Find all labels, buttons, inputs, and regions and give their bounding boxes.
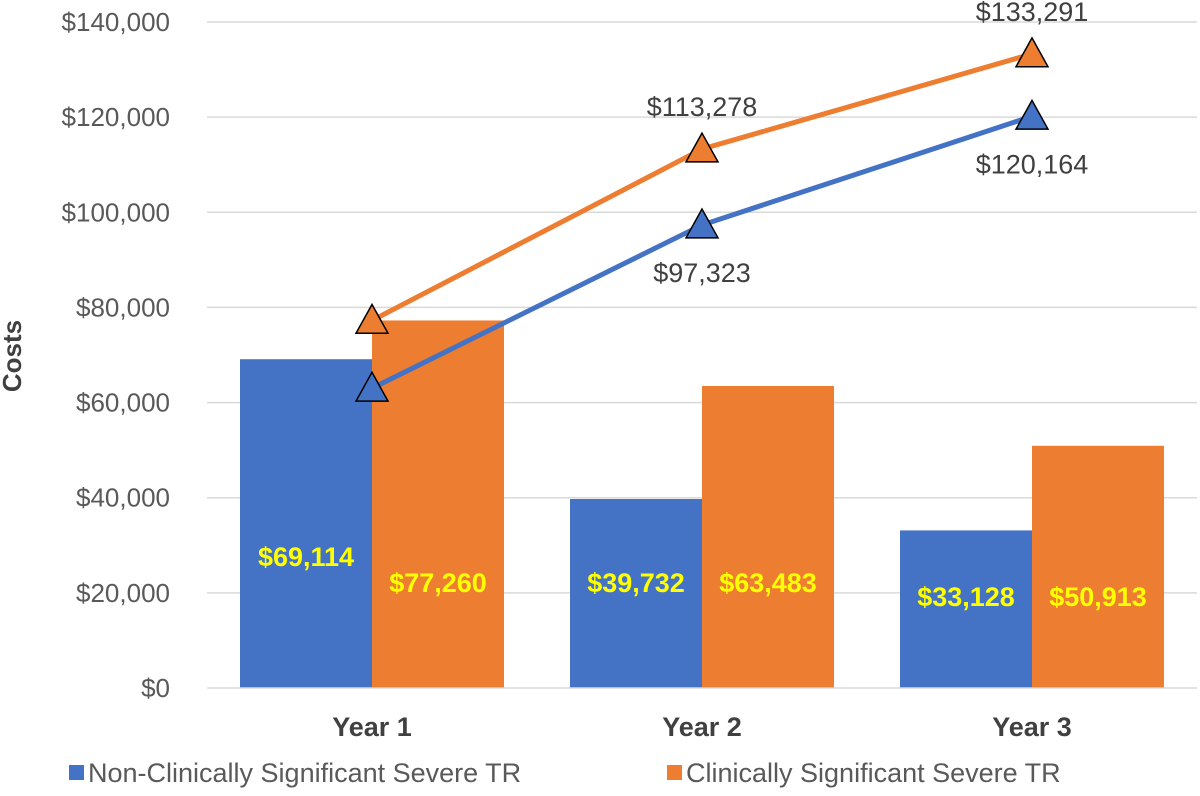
legend-label: Clinically Significant Severe TR — [686, 758, 1061, 788]
bar-clinical — [702, 386, 834, 688]
legend-label: Non-Clinically Significant Severe TR — [88, 758, 521, 788]
bar-value-label: $50,913 — [1049, 582, 1147, 612]
bar-non-clinical — [240, 359, 372, 688]
x-category-label: Year 3 — [992, 712, 1072, 742]
x-category-label: Year 1 — [332, 712, 412, 742]
line-value-label: $133,291 — [976, 0, 1089, 27]
y-axis-title: Costs — [0, 320, 27, 392]
y-tick-label: $140,000 — [62, 7, 170, 37]
triangle-marker — [684, 131, 720, 163]
y-tick-label: $80,000 — [76, 292, 170, 322]
line-value-label: $113,278 — [647, 92, 758, 122]
triangle-marker — [1014, 36, 1050, 68]
legend-item[interactable]: Non-Clinically Significant Severe TR — [69, 758, 521, 788]
bars — [240, 320, 1164, 688]
legend-swatch — [667, 765, 682, 780]
y-tick-label: $100,000 — [62, 197, 170, 227]
bar-value-label: $77,260 — [389, 568, 487, 598]
bar-value-label: $33,128 — [917, 582, 1015, 612]
bar-value-labels: $69,114 $77,260 $39,732 $63,483 $33,128 $50,9… — [258, 542, 1147, 612]
bar-value-label: $39,732 — [587, 568, 685, 598]
bar-non-clinical — [900, 530, 1032, 688]
bar-clinical — [1032, 445, 1164, 688]
y-tick-label: $40,000 — [76, 483, 170, 513]
x-axis-categories: Year 1 Year 2 Year 3 — [332, 712, 1072, 742]
legend[interactable]: Non-Clinically Significant Severe TR Clin… — [69, 758, 1061, 788]
y-tick-label: $20,000 — [76, 578, 170, 608]
cumulative-lines — [354, 36, 1050, 402]
line-value-labels: $97,323 $120,164 $113,278 $133,291 — [647, 0, 1089, 288]
triangle-marker — [354, 370, 390, 402]
bar-clinical — [372, 320, 504, 688]
bar-non-clinical — [570, 498, 702, 688]
triangle-marker — [684, 207, 720, 239]
legend-swatch — [69, 765, 84, 780]
y-tick-label: $120,000 — [62, 102, 170, 132]
line-value-label: $97,323 — [653, 258, 751, 288]
y-axis-ticks: $0 $20,000 $40,000 $60,000 $80,000 $100,000 $1… — [62, 7, 170, 703]
y-tick-label: $60,000 — [76, 388, 170, 418]
triangle-marker — [1014, 98, 1050, 130]
line-value-label: $120,164 — [976, 149, 1089, 179]
bar-value-label: $69,114 — [258, 542, 354, 572]
legend-item[interactable]: Clinically Significant Severe TR — [667, 758, 1061, 788]
bar-value-label: $63,483 — [719, 568, 817, 598]
triangle-marker — [354, 302, 390, 335]
y-tick-label: $0 — [141, 673, 170, 703]
x-category-label: Year 2 — [662, 712, 742, 742]
